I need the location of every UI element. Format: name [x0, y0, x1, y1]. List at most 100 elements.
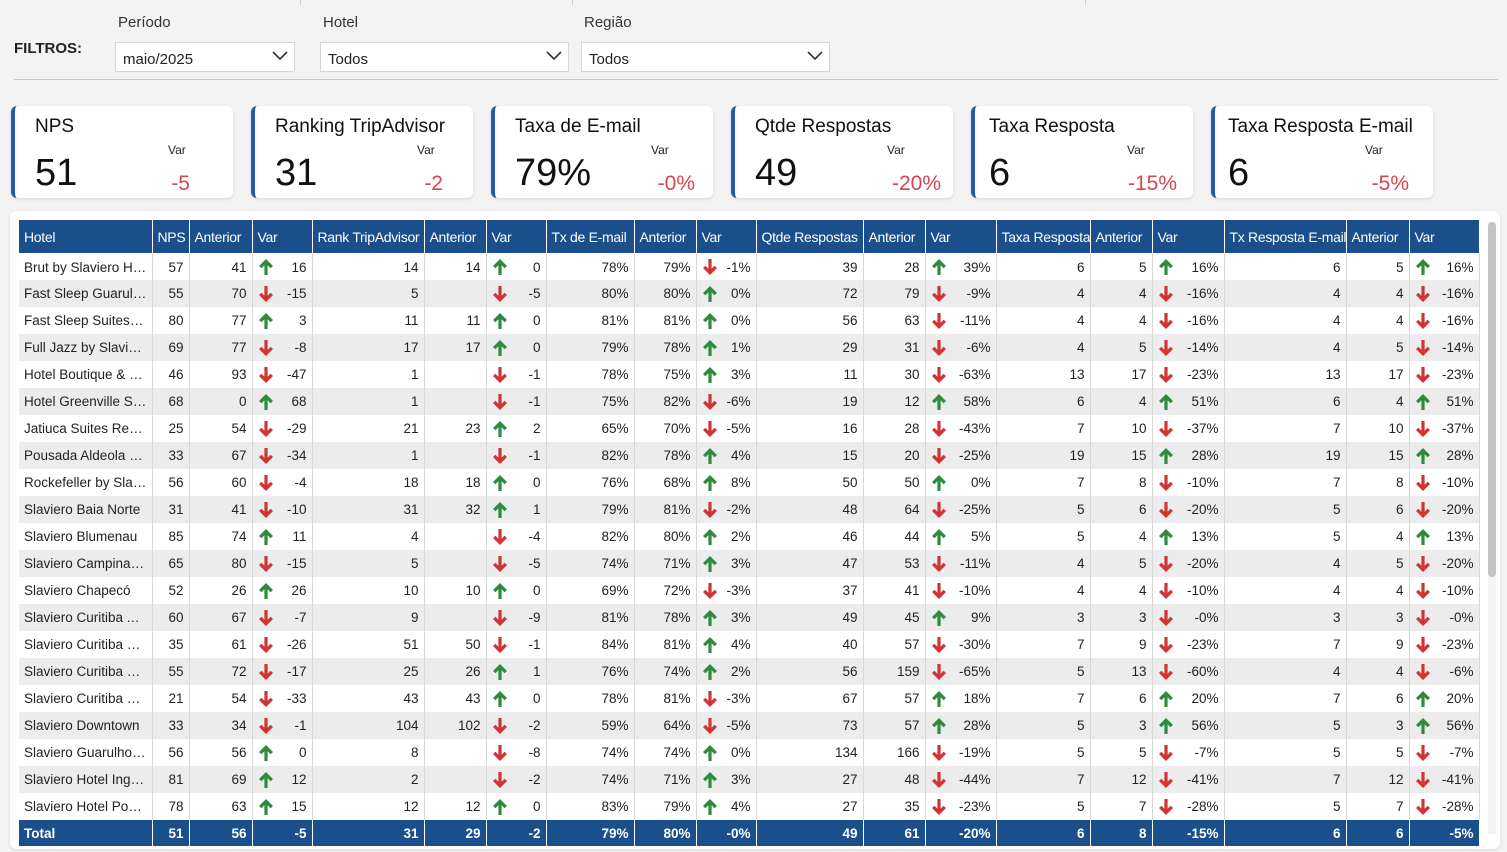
hotel-dropdown[interactable]: Todos	[320, 42, 569, 72]
table-cell: 76%	[546, 658, 635, 685]
table-row[interactable]: Slaviero Curitiba Shopping2154-334343078…	[19, 685, 1480, 712]
column-header[interactable]: Var	[252, 220, 313, 253]
regiao-dropdown[interactable]: Todos	[581, 42, 830, 72]
table-cell: 35	[863, 793, 926, 820]
column-header[interactable]: Var	[925, 220, 997, 253]
table-row[interactable]: Slaviero Downtown 33 34 -1 104 102 -2 59% 64% -5%…	[19, 712, 1480, 739]
column-header[interactable]: Var	[486, 220, 547, 253]
column-header[interactable]: Tx Resposta E-mail	[1224, 220, 1347, 253]
table-cell: 43	[424, 685, 487, 712]
variation-value: -60%	[1186, 664, 1219, 679]
variation-value: 16%	[1446, 260, 1474, 275]
arrow-down-icon	[1158, 772, 1173, 788]
table-cell: 3	[1346, 712, 1410, 739]
variation-value: -47	[286, 367, 307, 382]
table-row[interactable]: Slaviero Campinas Cambui6580 -15 5 -5 74%71%…	[19, 550, 1480, 577]
variation-value: -5%	[726, 718, 751, 733]
table-row[interactable]: Jatiuca Suites Resort 25 54 -29 21 23 2 65% 70% -…	[19, 415, 1480, 442]
column-header[interactable]: Anterior	[634, 220, 697, 253]
table-row[interactable]: Full Jazz by Slaviero 69 77 -8 17 17 0 79% 78% 1%…	[19, 334, 1480, 361]
table-row[interactable]: Slaviero Blumenau 85 74 11 4 -4 82% 80% 2% 46 44 5%…	[19, 523, 1480, 550]
variation-cell: -2	[486, 712, 547, 739]
variation-value: 3%	[730, 367, 751, 382]
variation-cell: 0	[486, 793, 547, 820]
column-header[interactable]: Rank TripAdvisor	[312, 220, 425, 253]
variation-value: -10%	[1441, 583, 1474, 598]
variation-value: -63%	[958, 367, 991, 382]
table-cell: 4	[1224, 280, 1347, 307]
table-row[interactable]: Slaviero Chapecó 52 26 26 10 10 0 69% 72% -3% 37 41…	[19, 577, 1480, 604]
arrow-down-icon	[931, 664, 946, 680]
variation-value: -33	[286, 691, 307, 706]
column-header[interactable]: Anterior	[189, 220, 253, 253]
column-header[interactable]: Anterior	[424, 220, 487, 253]
table-cell: 7	[1224, 685, 1347, 712]
column-header[interactable]: Anterior	[1090, 220, 1153, 253]
column-header[interactable]: Var	[1409, 220, 1480, 253]
arrow-down-icon	[702, 421, 717, 437]
column-header[interactable]: Qtde Respostas	[756, 220, 864, 253]
table-row[interactable]: Brut by Slaviero Hotel 57 41 16 14 14 0 78% 79% -…	[19, 253, 1480, 280]
table-cell: 48	[756, 496, 864, 523]
table-cell: 16	[756, 415, 864, 442]
table-row[interactable]: Slaviero Hotel Ingleses 81 69 12 2 -2 74% 71% 3%…	[19, 766, 1480, 793]
column-header[interactable]: Tx de E-mail	[546, 220, 635, 253]
column-header[interactable]: Taxa Resposta	[996, 220, 1091, 253]
table-cell: 104	[312, 712, 425, 739]
table-cell: 61	[189, 631, 253, 658]
table-cell: 81%	[546, 604, 635, 631]
table-row[interactable]: Slaviero Baia Norte 31 41 -10 31 32 1 79% 81% -2%…	[19, 496, 1480, 523]
scrollbar-thumb[interactable]	[1488, 222, 1496, 577]
arrow-up-icon	[702, 340, 717, 356]
column-header[interactable]: Var	[1152, 220, 1225, 253]
total-cell: 8	[1090, 820, 1153, 846]
table-cell: 0	[189, 388, 253, 415]
table-cell: 7	[1224, 766, 1347, 793]
table-row[interactable]: Slaviero Curitiba Aeroporto6067 -7 9 -9 81%7…	[19, 604, 1480, 631]
table-row[interactable]: Slaviero Curitiba Batel 35 61 -26 51 50 -1 84% 8…	[19, 631, 1480, 658]
arrow-down-icon	[258, 691, 273, 707]
periodo-dropdown[interactable]: maio/2025	[115, 42, 295, 72]
table-cell: 77	[189, 307, 253, 334]
hotel-name-cell: Slaviero Chapecó	[19, 577, 153, 604]
column-header[interactable]: Hotel	[19, 220, 153, 253]
variation-value: 0%	[730, 745, 751, 760]
variation-value: -5	[528, 286, 541, 301]
table-cell: 20	[863, 442, 926, 469]
column-header[interactable]: NPS	[152, 220, 190, 253]
variation-cell: -4	[252, 469, 313, 496]
table-row[interactable]: Rockefeller by Slaviero 56 60 -4 18 18 0 76% 68%…	[19, 469, 1480, 496]
hotel-name-cell: Slaviero Hotel Ingleses	[19, 766, 153, 793]
arrow-up-icon	[492, 799, 507, 815]
table-cell	[424, 766, 487, 793]
table-cell: 5	[312, 280, 425, 307]
column-header[interactable]: Anterior	[863, 220, 926, 253]
variation-value: 0	[532, 583, 541, 598]
arrow-down-icon	[1158, 286, 1173, 302]
variation-cell: 4%	[696, 631, 757, 658]
table-row[interactable]: Pousada Aldeola Slaviero3367 -34 1 -1 82%78%…	[19, 442, 1480, 469]
variation-cell: -44%	[925, 766, 997, 793]
table-cell: 30	[863, 361, 926, 388]
table-cell: 3	[1090, 604, 1153, 631]
variation-cell: 9%	[925, 604, 997, 631]
arrow-up-icon	[931, 610, 946, 626]
chevron-down-icon	[272, 51, 288, 61]
table-cell: 81%	[546, 307, 635, 334]
column-header[interactable]: Anterior	[1346, 220, 1410, 253]
variation-cell: -23%	[925, 793, 997, 820]
variation-cell: -23%	[1409, 361, 1480, 388]
table-cell: 5	[1346, 334, 1410, 361]
chevron-down-icon	[546, 51, 562, 61]
table-row[interactable]: Hotel Boutique & Spa 46 93 -47 1 -1 78% 75% 3% 11…	[19, 361, 1480, 388]
column-header[interactable]: Var	[696, 220, 757, 253]
arrow-down-icon	[258, 502, 273, 518]
table-cell: 84%	[546, 631, 635, 658]
table-row[interactable]: Fast Sleep Guarulhos 55 70 -15 5 -5 80% 80% 0% 72…	[19, 280, 1480, 307]
table-row[interactable]: Hotel Greenville Slaviero680681-175%82%-…	[19, 388, 1480, 415]
table-row[interactable]: Slaviero Guarulhos Aeroporto565608-874%7…	[19, 739, 1480, 766]
hotel-name-cell: Slaviero Curitiba Centro	[19, 658, 153, 685]
